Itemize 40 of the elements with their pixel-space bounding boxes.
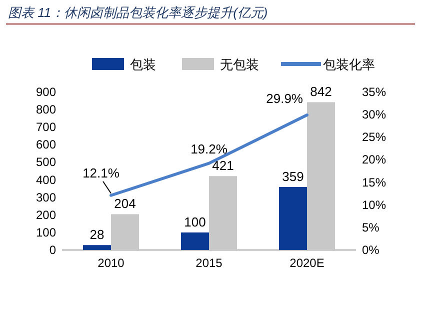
y-tick-label: 900	[36, 85, 56, 99]
x-tick-label: 2015	[196, 256, 223, 270]
y2-tick-label: 25%	[362, 130, 386, 144]
bar	[307, 102, 335, 250]
y-tick-label: 800	[36, 102, 56, 117]
legend-label: 无包装	[220, 57, 259, 72]
bar	[181, 232, 209, 250]
y-tick-label: 500	[36, 155, 56, 170]
y2-tick-label: 35%	[362, 85, 386, 99]
chart-title: 图表 11：休闲卤制品包装化率逐步提升(亿元)	[8, 5, 268, 20]
y-tick-label: 100	[36, 225, 56, 240]
y2-tick-label: 20%	[362, 152, 386, 167]
legend-label: 包装化率	[323, 57, 375, 72]
data-label: 12.1%	[82, 165, 120, 180]
y-tick-label: 700	[36, 120, 56, 134]
data-label: 842	[310, 84, 332, 100]
y-tick-label: 400	[36, 172, 56, 187]
data-label: 28	[90, 227, 104, 242]
y2-tick-label: 10%	[362, 198, 386, 212]
data-label: 421	[212, 158, 234, 174]
y2-tick-label: 0%	[362, 243, 380, 257]
legend-label: 包装	[130, 57, 156, 72]
y2-tick-label: 30%	[362, 108, 386, 122]
y-tick-label: 0	[49, 243, 56, 257]
bar	[279, 186, 307, 250]
data-label: 100	[184, 214, 206, 230]
y-tick-label: 200	[36, 208, 56, 222]
data-label: 29.9%	[266, 91, 304, 106]
x-tick-label: 2020E	[290, 256, 324, 270]
bar	[209, 176, 237, 250]
data-label: 19.2%	[190, 141, 228, 156]
y-tick-label: 600	[36, 138, 56, 152]
y2-tick-label: 15%	[362, 175, 386, 190]
data-label: 204	[114, 196, 136, 212]
bar	[111, 214, 139, 250]
bar	[83, 245, 111, 250]
x-tick-label: 2010	[98, 256, 125, 270]
y-tick-label: 300	[36, 190, 56, 204]
y2-tick-label: 5%	[362, 220, 380, 234]
data-label: 359	[282, 168, 304, 184]
